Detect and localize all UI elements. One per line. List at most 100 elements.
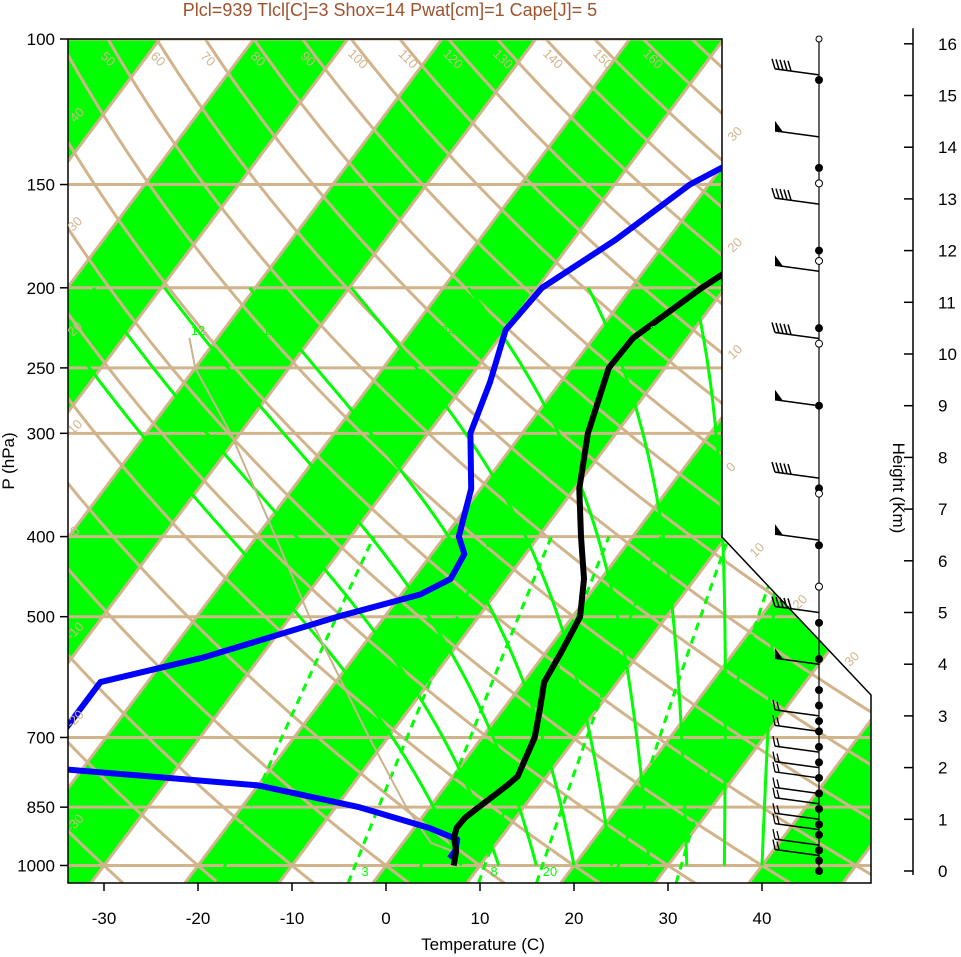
- x-tick-label: -20: [186, 909, 211, 928]
- wind-level-dot: [815, 820, 823, 829]
- dry-adiabat: [68, 39, 791, 883]
- wind-level-dot: [815, 742, 823, 751]
- wind-barb: [774, 389, 820, 407]
- dry-adiabat: [68, 39, 871, 883]
- isopleth-label: 30: [724, 123, 745, 144]
- x-tick-label: 30: [659, 909, 678, 928]
- wind-barb: [774, 255, 820, 273]
- wind-barb: [772, 787, 820, 805]
- isopleth-label: 24: [441, 323, 455, 338]
- mixing-ratio-line: [412, 536, 553, 883]
- isotherm-line: [89, 39, 726, 883]
- isopleth-label: 110: [396, 46, 421, 71]
- x-axis-label: Temperature (C): [421, 935, 545, 954]
- height-tick-label: 0: [938, 862, 947, 881]
- wind-barb: [774, 648, 820, 665]
- moist-adiabat: [760, 287, 782, 866]
- height-tick-label: 16: [938, 35, 957, 54]
- dry-adiabat: [203, 39, 871, 883]
- p-tick-label: 400: [27, 528, 55, 547]
- x-tick-label: 20: [565, 909, 584, 928]
- wind-barb: [772, 803, 820, 821]
- p-tick-label: 100: [27, 30, 55, 49]
- moist-adiabat: [68, 286, 463, 867]
- isotherm-band: [560, 39, 871, 883]
- p-tick-label: 250: [27, 359, 55, 378]
- isopleth-label: 12: [191, 323, 205, 338]
- isotherm-line: [371, 39, 871, 883]
- wind-barb: [772, 777, 820, 795]
- isotherm-line: [68, 39, 350, 883]
- wind-barb: [772, 761, 820, 779]
- isotherm-line: [653, 39, 871, 883]
- height-tick-label: 11: [938, 293, 956, 312]
- wind-level-dot: [815, 830, 823, 839]
- wind-level-dot: [815, 541, 823, 550]
- wind-level-dot: [815, 701, 823, 710]
- wind-level-ring: [815, 489, 823, 498]
- height-tick-label: 2: [938, 759, 947, 778]
- wind-level-dot: [815, 75, 823, 84]
- isopleth-label: 8: [490, 864, 497, 879]
- p-tick-label: 850: [27, 798, 55, 817]
- wind-level-dot: [815, 163, 823, 172]
- wind-barb: [772, 735, 820, 753]
- wind-level-dot: [815, 856, 823, 865]
- wind-barb: [771, 596, 820, 614]
- height-tick-label: 10: [938, 345, 957, 364]
- moist-adiabat: [467, 286, 651, 866]
- wind-level-ring: [815, 339, 823, 348]
- x-tick-label: 0: [381, 909, 390, 928]
- wind-barb: [771, 58, 820, 76]
- height-tick-label: 4: [938, 655, 947, 674]
- dry-adiabat: [68, 39, 220, 883]
- p-tick-label: 300: [27, 424, 55, 443]
- height-tick-label: 12: [938, 242, 957, 261]
- moist-adiabat: [163, 286, 538, 866]
- wind-barb: [772, 829, 820, 846]
- p-tick-label: 500: [27, 608, 55, 627]
- isotherm-band: [68, 39, 536, 883]
- wind-level-dot: [815, 867, 823, 875]
- plot-frame: [67, 38, 872, 884]
- dry-adiabat: [349, 39, 871, 883]
- isopleth-label: 16: [263, 323, 277, 338]
- wind-level-ring: [815, 35, 823, 43]
- dry-adiabat: [68, 39, 871, 883]
- wind-barb: [774, 120, 820, 138]
- isopleth-label: 20: [724, 234, 745, 255]
- height-tick-label: 1: [938, 810, 947, 829]
- wind-barb: [772, 813, 820, 831]
- wind-level-dot: [815, 758, 823, 767]
- wind-level-dot: [815, 246, 823, 255]
- wind-level-ring: [815, 179, 823, 188]
- isopleth-label: 140: [540, 46, 566, 72]
- wind-barb: [772, 699, 820, 717]
- height-tick-label: 7: [938, 500, 947, 519]
- mixing-ratio-line: [674, 536, 787, 883]
- parcel-curve: [188, 337, 452, 852]
- moist-adiabat: [691, 287, 727, 866]
- height-tick-label: 3: [938, 707, 947, 726]
- chart-title: Plcl=939 Tlcl[C]=3 Shox=14 Pwat[cm]=1 Ca…: [182, 0, 598, 20]
- x-tick-label: -30: [92, 909, 117, 928]
- dry-adiabat: [106, 39, 871, 883]
- isotherm-line: [68, 39, 256, 883]
- p-tick-label: 700: [27, 728, 55, 747]
- x-tick-label: 10: [471, 909, 490, 928]
- dewpoint-profile: [68, 63, 871, 861]
- wind-level-dot: [815, 804, 823, 813]
- wind-barb: [772, 715, 820, 733]
- moist-adiabat: [248, 286, 576, 866]
- dry-adiabat: [68, 39, 601, 883]
- moist-adiabat: [92, 286, 501, 866]
- moist-adiabat: [350, 286, 614, 866]
- p-tick-label: 200: [27, 279, 55, 298]
- height-tick-label: 6: [938, 552, 947, 571]
- height-tick-label: 8: [938, 448, 947, 467]
- height-tick-label: 9: [938, 397, 947, 416]
- wind-level-ring: [815, 256, 823, 265]
- height-tick-label: 14: [938, 138, 957, 157]
- wind-level-dot: [815, 618, 823, 627]
- wind-barb: [772, 839, 820, 857]
